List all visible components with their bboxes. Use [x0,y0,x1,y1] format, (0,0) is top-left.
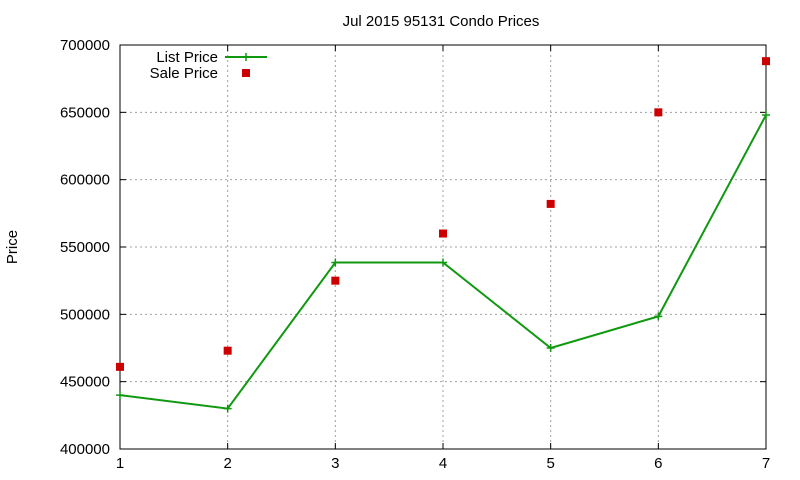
chart-title: Jul 2015 95131 Condo Prices [343,13,540,30]
y-tick-label: 550000 [60,239,110,256]
list-price-point [331,258,340,267]
grid-lines [120,45,766,449]
y-tick-label: 700000 [60,37,110,54]
series-list-price [116,111,770,413]
y-tick-label: 600000 [60,172,110,189]
sale-price-point [116,362,124,371]
sale-price-point [546,199,555,208]
axis-ticks: 1 2 3 4 5 6 7 400000 450000 500000 550000 600000 650… [60,37,770,472]
sale-price-point [331,276,340,285]
x-tick-label: 1 [116,455,124,472]
legend-label: List Price [156,49,218,66]
legend-sale-price-marker [242,69,250,77]
list-price-point [223,404,232,413]
x-tick-label: 6 [654,455,662,472]
x-tick-label: 3 [331,455,339,472]
legend-label: Sale Price [150,65,218,82]
sale-price-point [439,229,447,238]
x-tick-label: 5 [546,455,554,472]
y-tick-label: 650000 [60,104,110,121]
legend-list-price-marker [242,53,250,61]
list-price-point [654,312,663,321]
y-tick-label: 500000 [60,306,110,323]
y-tick-label: 450000 [60,374,110,391]
series-sale-price [116,57,770,371]
x-tick-label: 2 [223,455,231,472]
list-price-point [116,391,124,400]
y-tick-label: 400000 [60,441,110,458]
series-layer [116,57,770,413]
sale-price-point [223,346,232,355]
y-axis-label: Price [4,230,21,264]
sale-price-point [654,108,663,117]
list-price-point [762,111,770,120]
list-price-point [546,344,555,352]
list-price-point [439,258,447,267]
sale-price-point [762,57,770,66]
x-tick-label: 7 [762,455,770,472]
x-tick-label: 4 [439,455,447,472]
